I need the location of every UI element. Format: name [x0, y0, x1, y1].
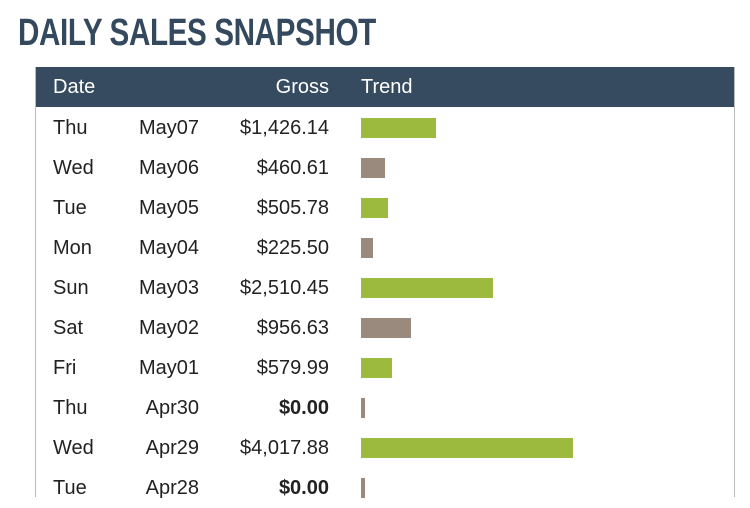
trend-bar: [361, 198, 388, 218]
day: Sun: [53, 277, 89, 299]
sales-table: Date Gross Trend Thu May07 $1,426.14 Wed May…: [35, 67, 735, 499]
gross: $579.99: [256, 357, 329, 379]
trend-bar: [361, 438, 573, 458]
date: May02: [138, 317, 199, 339]
trend-bar: [361, 238, 373, 258]
day: Thu: [53, 397, 88, 419]
day: Wed: [53, 157, 94, 179]
trend-bar: [361, 318, 412, 338]
gross: $2,510.45: [240, 277, 329, 299]
trend-bar: [361, 358, 392, 378]
day: Mon: [53, 237, 92, 259]
trend-bar: [361, 118, 437, 138]
column-header: Trend: [361, 76, 413, 98]
date: Apr28: [145, 477, 199, 499]
table-header: Date Gross Trend: [36, 67, 734, 107]
column-header: Gross: [275, 76, 329, 98]
gross: $225.50: [256, 237, 329, 259]
day: Tue: [53, 197, 87, 219]
day: Sat: [53, 317, 84, 339]
date: Apr29: [145, 437, 199, 459]
trend-bar: [361, 278, 494, 298]
gross: $505.78: [256, 197, 329, 219]
gross: $956.63: [256, 317, 329, 339]
day: Tue: [53, 477, 87, 499]
title: DAILY SALES SNAPSHOT: [18, 12, 376, 54]
trend-bar: [361, 158, 386, 178]
page: DAILY SALES SNAPSHOT Date Gross Trend Th…: [18, 12, 735, 499]
day: Fri: [53, 357, 77, 379]
date: May04: [138, 237, 199, 259]
trend-bar: [361, 478, 365, 498]
column-header: Date: [53, 76, 96, 98]
date: May01: [138, 357, 199, 379]
date: May06: [138, 157, 199, 179]
date: May03: [138, 277, 199, 299]
date: Apr30: [145, 397, 199, 419]
gross: $460.61: [256, 157, 329, 179]
day: Thu: [53, 117, 88, 139]
day: Wed: [53, 437, 94, 459]
gross: $4,017.88: [240, 437, 329, 459]
date: May05: [138, 197, 199, 219]
gross: $1,426.14: [240, 117, 329, 139]
trend-bar: [361, 398, 365, 418]
gross: $0.00: [278, 477, 329, 499]
date: May07: [138, 117, 199, 139]
gross: $0.00: [278, 397, 329, 419]
